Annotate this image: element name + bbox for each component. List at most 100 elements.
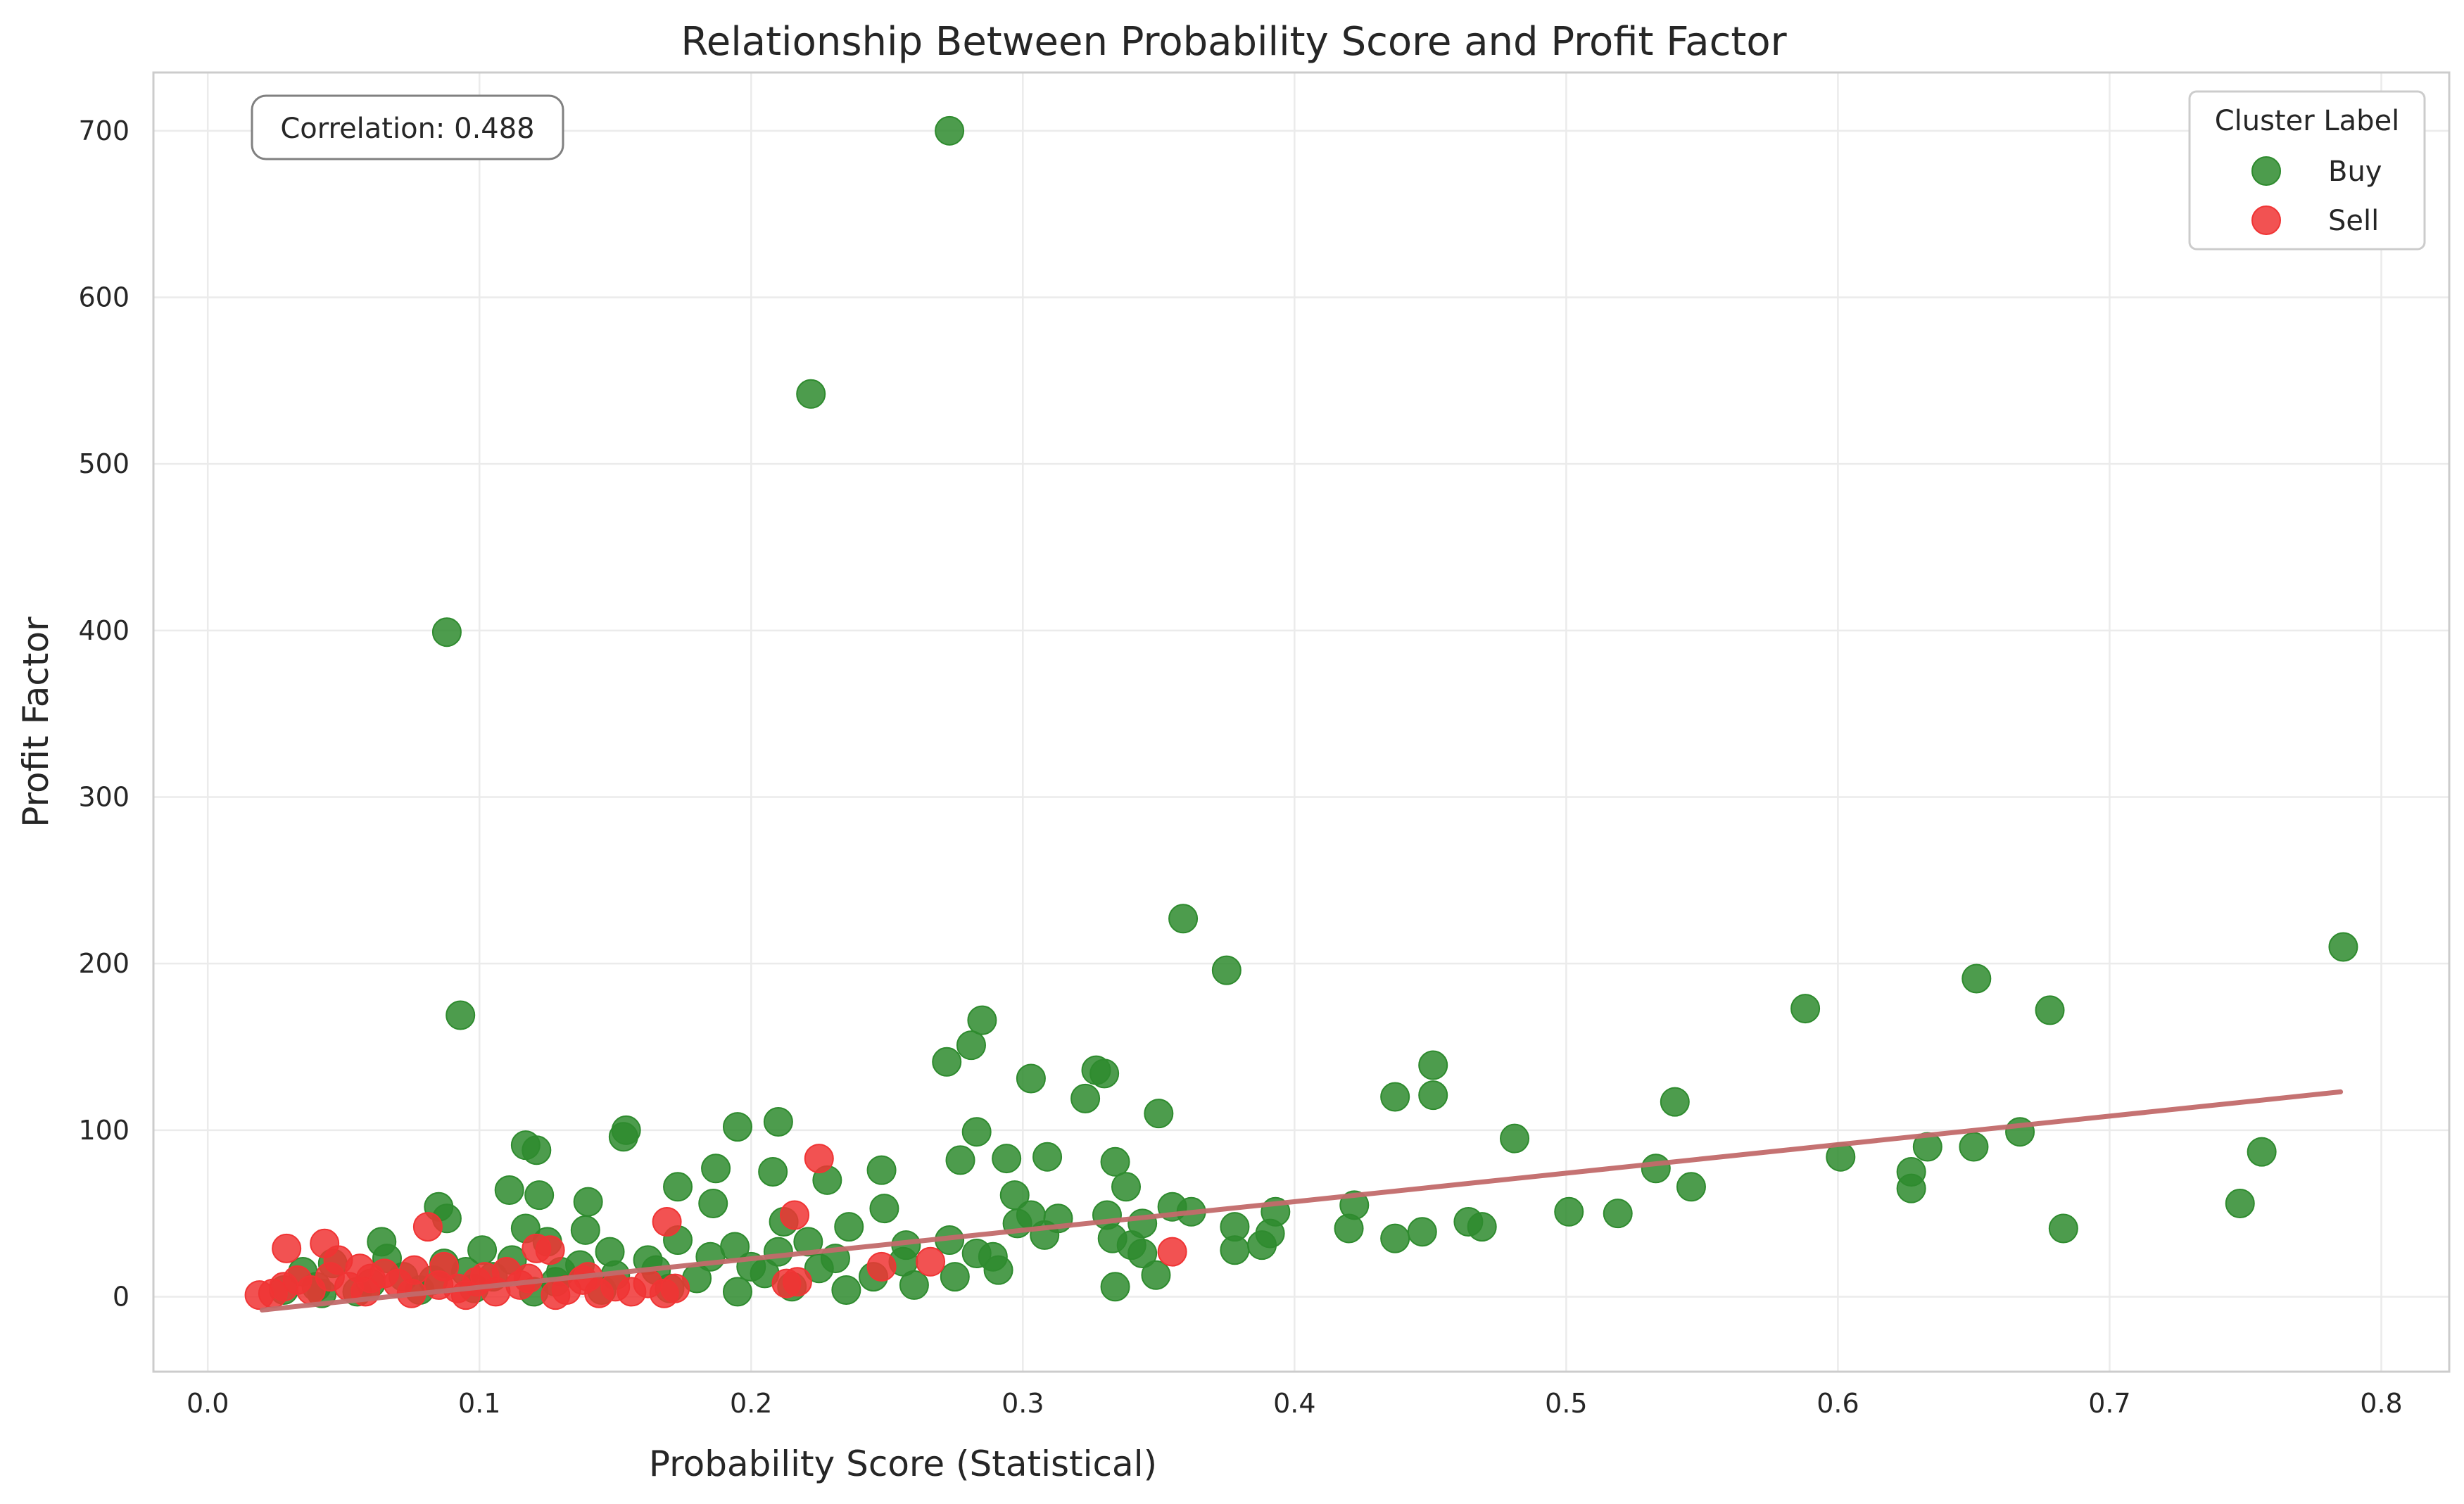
data-point-buy — [1220, 1235, 1250, 1265]
data-point-sell — [1157, 1237, 1187, 1267]
data-point-buy — [940, 1262, 970, 1292]
data-point-buy — [834, 1212, 864, 1242]
data-point-buy — [1127, 1238, 1158, 1268]
x-axis-label: Probability Score (Statistical) — [649, 1443, 1157, 1484]
data-point-buy — [1500, 1123, 1530, 1154]
data-point-buy — [494, 1175, 524, 1206]
plot-frame — [152, 71, 2451, 1373]
data-point-buy — [1089, 1059, 1120, 1089]
gridlines — [153, 72, 2449, 1372]
data-point-buy — [866, 1155, 897, 1185]
data-point-buy — [701, 1154, 731, 1184]
data-point-sell — [345, 1253, 375, 1284]
data-point-buy — [722, 1112, 752, 1142]
data-point-buy — [1790, 994, 1821, 1024]
data-point-buy — [524, 1180, 555, 1211]
data-point-buy — [1407, 1217, 1437, 1247]
trend-line-group — [259, 1089, 2344, 1313]
data-point-sell — [412, 1212, 443, 1242]
data-point-buy — [1554, 1196, 1584, 1227]
x-tick-label: 0.1 — [458, 1388, 500, 1419]
data-point-buy — [1380, 1223, 1410, 1253]
data-point-buy — [1016, 1063, 1046, 1094]
y-tick-label: 0 — [113, 1282, 129, 1313]
legend-label-buy: Buy — [2328, 156, 2382, 188]
data-point-buy — [831, 1275, 861, 1306]
y-tick-label: 100 — [78, 1115, 129, 1146]
data-point-buy — [698, 1188, 728, 1218]
trend-line — [259, 1089, 2344, 1313]
chart-title: Relationship Between Probability Score a… — [681, 19, 1787, 65]
plot-area — [153, 72, 2449, 1372]
data-point-buy — [431, 617, 462, 647]
data-point-buy — [945, 1145, 975, 1175]
y-tick-label: 300 — [78, 782, 129, 813]
data-point-sell — [272, 1233, 302, 1263]
data-point-buy — [1380, 1082, 1410, 1112]
x-axis-ticks: 0.0 0.1 0.2 0.3 0.4 0.5 0.6 0.7 0.8 — [187, 1388, 2403, 1419]
data-point-buy — [983, 1255, 1013, 1285]
data-point-buy — [1070, 1083, 1101, 1113]
data-point-buy — [961, 1238, 992, 1268]
data-point-buy — [2247, 1137, 2277, 1167]
legend-title: Cluster Label — [2215, 105, 2400, 137]
data-point-buy — [2328, 932, 2358, 962]
y-tick-label: 700 — [78, 115, 129, 146]
annotation-box — [251, 94, 564, 160]
data-point-buy — [1247, 1230, 1277, 1260]
y-axis-ticks: 0 100 200 300 400 500 600 700 — [78, 115, 129, 1313]
x-tick-label: 0.3 — [1002, 1388, 1044, 1419]
data-point-buy — [608, 1122, 638, 1152]
data-point-sell — [652, 1207, 682, 1237]
data-point-sell — [771, 1268, 802, 1298]
data-point-buy — [956, 1030, 986, 1061]
data-point-buy — [992, 1144, 1022, 1174]
legend-marker-buy — [2251, 156, 2281, 186]
data-point-buy — [796, 379, 826, 409]
data-point-buy — [2005, 1117, 2035, 1147]
y-tick-label: 400 — [78, 615, 129, 646]
data-point-buy — [1334, 1213, 1364, 1244]
data-point-sell — [780, 1200, 810, 1230]
data-point-buy — [1660, 1087, 1690, 1117]
data-point-buy — [804, 1253, 834, 1284]
data-point-buy — [1144, 1099, 1174, 1129]
legend-label-sell: Sell — [2328, 205, 2379, 237]
data-point-buy — [1111, 1172, 1142, 1202]
data-point-buy — [1676, 1172, 1706, 1202]
data-point-buy — [935, 115, 965, 146]
x-tick-label: 0.2 — [730, 1388, 772, 1419]
y-tick-label: 200 — [78, 948, 129, 979]
data-point-sell — [269, 1272, 299, 1302]
legend: Cluster Label Buy Sell — [2188, 90, 2426, 251]
data-point-buy — [899, 1270, 929, 1300]
data-point-sell — [541, 1280, 571, 1310]
data-point-buy — [1141, 1260, 1171, 1290]
data-point-buy — [869, 1194, 899, 1224]
data-point-buy — [1418, 1050, 1448, 1080]
correlation-annotation: Correlation: 0.488 — [251, 94, 564, 160]
data-point-buy — [1603, 1199, 1633, 1229]
data-point-buy — [1418, 1080, 1448, 1111]
x-tick-label: 0.0 — [187, 1388, 229, 1419]
annotation-text: Correlation: 0.488 — [280, 113, 534, 145]
data-point-buy — [1959, 1132, 1989, 1162]
data-point-buy — [793, 1227, 823, 1257]
x-tick-label: 0.5 — [1545, 1388, 1587, 1419]
data-point-buy — [1211, 955, 1242, 985]
legend-marker-sell — [2251, 206, 2281, 235]
data-point-sell — [660, 1273, 690, 1303]
data-point-buy — [1961, 963, 1992, 994]
data-point-buy — [1641, 1154, 1671, 1184]
data-point-buy — [763, 1107, 793, 1137]
y-tick-label: 500 — [78, 448, 129, 479]
data-point-buy — [758, 1157, 788, 1187]
data-point-sell — [513, 1263, 543, 1294]
data-point-buy — [446, 1000, 476, 1030]
data-point-buy — [961, 1117, 992, 1147]
data-point-sell — [866, 1251, 897, 1282]
y-tick-label: 600 — [78, 282, 129, 313]
data-point-buy — [967, 1005, 997, 1035]
x-tick-label: 0.6 — [1817, 1388, 1859, 1419]
